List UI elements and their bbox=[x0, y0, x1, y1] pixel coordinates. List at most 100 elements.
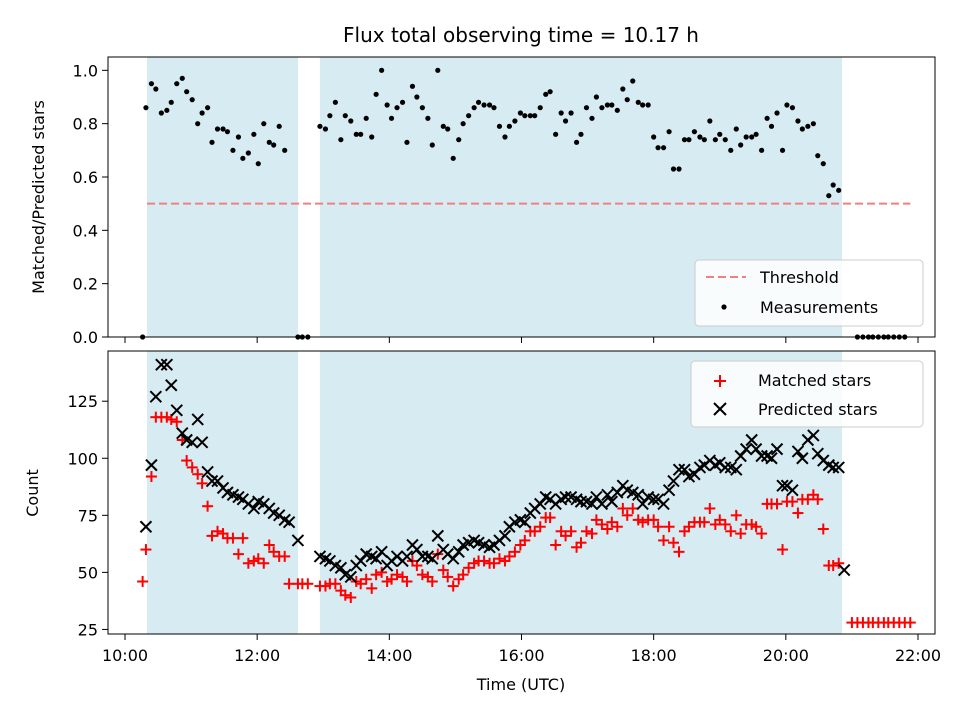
measurement-point bbox=[414, 94, 420, 100]
predicted-star-point bbox=[452, 545, 465, 559]
predicted-star-point bbox=[291, 534, 305, 547]
measurement-point bbox=[527, 113, 533, 119]
bottom-y-tick-label: 100 bbox=[67, 449, 98, 468]
measurement-point bbox=[388, 115, 395, 121]
matched-star-point bbox=[302, 578, 314, 590]
measurement-point bbox=[164, 107, 170, 113]
measurement-point bbox=[764, 115, 770, 121]
predicted-star-point bbox=[145, 458, 158, 472]
matched-star-point bbox=[704, 502, 716, 514]
matched-star-point bbox=[725, 525, 737, 537]
matched-star-point bbox=[447, 580, 459, 592]
matched-star-point bbox=[534, 521, 546, 533]
matched-star-point bbox=[268, 546, 280, 558]
measurement-point bbox=[558, 110, 564, 116]
measurement-point bbox=[589, 115, 595, 121]
matched-star-point bbox=[550, 539, 562, 551]
measurement-point bbox=[784, 102, 790, 108]
matched-star-point bbox=[206, 530, 218, 542]
measurement-point bbox=[599, 105, 605, 111]
matched-star-point bbox=[279, 550, 291, 562]
predicted-star-point bbox=[678, 463, 691, 476]
measurement-point bbox=[753, 131, 759, 137]
measurement-point bbox=[815, 153, 821, 159]
measurement-point bbox=[486, 102, 493, 108]
legend-matched-label: Matched stars bbox=[758, 371, 871, 390]
matched-star-point bbox=[621, 509, 633, 521]
matched-star-point bbox=[258, 557, 270, 569]
matched-star-point bbox=[698, 516, 710, 528]
matched-star-point bbox=[345, 591, 357, 603]
top-legend-box bbox=[694, 259, 924, 327]
measurement-point bbox=[779, 147, 786, 153]
bottom-matched-layer bbox=[137, 411, 916, 629]
predicted-star-point bbox=[776, 479, 789, 492]
predicted-star-point bbox=[730, 463, 743, 476]
matched-star-point bbox=[171, 416, 183, 428]
measurement-point bbox=[440, 123, 446, 129]
measurement-point bbox=[502, 134, 508, 140]
matched-star-point bbox=[792, 507, 804, 519]
predicted-star-point bbox=[191, 413, 204, 426]
measurement-point bbox=[460, 121, 466, 127]
x-tick-label: 14:00 bbox=[366, 646, 412, 665]
measurement-point bbox=[158, 110, 164, 116]
x-tick-label: 12:00 bbox=[234, 646, 280, 665]
measurement-point bbox=[722, 137, 728, 143]
matched-star-point bbox=[771, 498, 783, 510]
measurement-point bbox=[553, 131, 559, 137]
x-axis-label: Time (UTC) bbox=[476, 675, 565, 694]
measurement-point bbox=[655, 145, 661, 151]
matched-star-point bbox=[586, 528, 598, 540]
matched-star-point bbox=[663, 521, 675, 533]
measurement-point bbox=[353, 131, 359, 137]
matched-star-point bbox=[735, 528, 747, 540]
matched-star-point bbox=[232, 548, 244, 560]
measurement-point bbox=[759, 147, 765, 153]
predicted-star-point bbox=[195, 436, 209, 449]
predicted-star-point bbox=[837, 563, 851, 577]
matched-star-point bbox=[366, 582, 378, 594]
measurement-point bbox=[322, 126, 329, 132]
measurement-point bbox=[522, 113, 528, 119]
top-x-ticks bbox=[124, 337, 919, 343]
measurement-point bbox=[205, 105, 211, 111]
predicted-star-point bbox=[791, 445, 805, 458]
bottom-predicted-layer bbox=[139, 358, 851, 584]
predicted-star-point bbox=[662, 484, 676, 497]
measurement-point bbox=[271, 142, 277, 148]
matched-star-point bbox=[611, 521, 623, 533]
measurement-point bbox=[327, 113, 333, 119]
matched-star-point bbox=[802, 493, 814, 505]
matched-star-point bbox=[590, 514, 602, 526]
matched-star-point bbox=[719, 518, 731, 530]
measurement-point bbox=[379, 67, 385, 73]
predicted-star-point bbox=[739, 442, 753, 456]
matched-star-point bbox=[565, 525, 577, 537]
predicted-star-point bbox=[170, 404, 183, 417]
matched-star-point bbox=[181, 455, 193, 467]
matched-star-point bbox=[145, 471, 157, 483]
top-y-tick-label: 0.2 bbox=[73, 275, 98, 294]
predicted-star-point bbox=[647, 493, 660, 506]
matched-star-point bbox=[560, 530, 572, 542]
measurement-point bbox=[640, 102, 646, 108]
measurement-point bbox=[701, 137, 707, 143]
top-panel: 0.0 0.2 0.4 0.6 0.8 1.0 Flux total observing … bbox=[29, 23, 936, 347]
top-y-ticks: 0.0 0.2 0.4 0.6 0.8 1.0 bbox=[73, 61, 108, 347]
measurement-point bbox=[707, 118, 713, 124]
measurement-point bbox=[712, 137, 718, 143]
measurement-point bbox=[332, 99, 338, 105]
measurement-point bbox=[795, 118, 801, 124]
measurement-point bbox=[475, 99, 482, 105]
predicted-star-point bbox=[400, 550, 414, 563]
matched-star-point bbox=[509, 546, 521, 558]
top-y-tick-label: 1.0 bbox=[73, 61, 98, 80]
matched-star-point bbox=[617, 502, 629, 514]
measurement-point bbox=[394, 105, 400, 111]
measurement-point bbox=[620, 86, 626, 92]
matched-star-point bbox=[212, 525, 224, 537]
matched-star-point bbox=[575, 537, 587, 549]
predicted-star-point bbox=[139, 520, 153, 533]
matched-star-point bbox=[904, 617, 916, 629]
